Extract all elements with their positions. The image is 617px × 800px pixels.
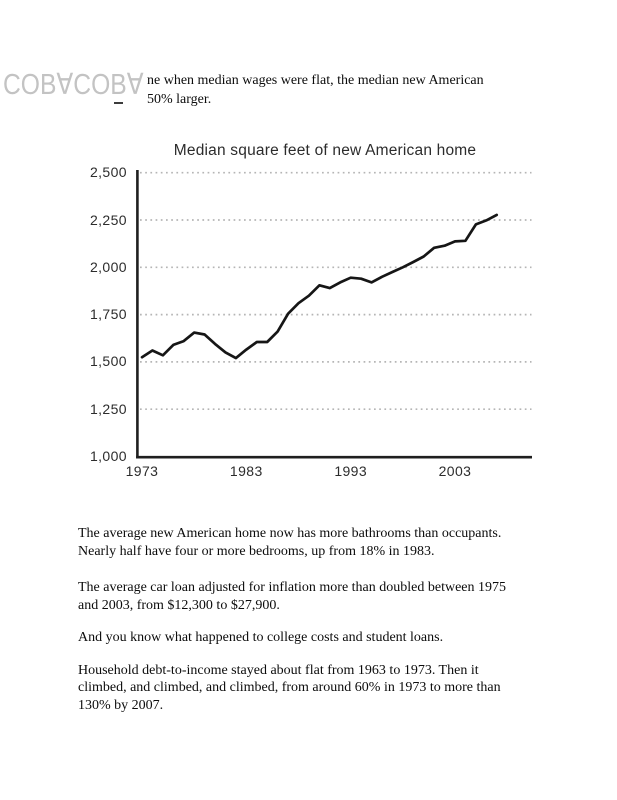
- watermark-dash: [114, 102, 123, 104]
- paragraph-line: 130% by 2007.: [78, 697, 164, 713]
- x-tick-label: 1983: [229, 463, 263, 479]
- y-tick-label: 1,500: [89, 353, 127, 370]
- paragraph-line: and 2003, from $12,300 to $27,900.: [78, 597, 280, 613]
- y-tick-label: 1,250: [89, 400, 127, 417]
- x-tick-label: 2003: [438, 463, 472, 479]
- paragraph-line: The average car loan adjusted for inflat…: [78, 580, 507, 595]
- watermark-text: COB∀COB∀: [3, 69, 144, 101]
- x-tick-label: 1993: [334, 463, 368, 479]
- median-sqft-trend-line: [140, 213, 499, 360]
- paragraph: The average new American home now has mo…: [78, 525, 556, 560]
- intro-line: ne when median wages were flat, the medi…: [147, 73, 484, 88]
- y-tick-label: 2,250: [89, 211, 127, 228]
- intro-paragraph: ne when median wages were flat, the medi…: [147, 72, 484, 109]
- chart-title: Median square feet of new American home: [173, 142, 477, 159]
- y-tick-label: 1,000: [89, 448, 127, 464]
- x-tick-label: 1973: [125, 463, 159, 479]
- paragraph: Household debt-to-income stayed about fl…: [78, 662, 556, 715]
- paragraph-line: Household debt-to-income stayed about fl…: [78, 662, 479, 678]
- body-text: The average new American home now has mo…: [78, 525, 556, 714]
- y-tick-label: 2,000: [89, 258, 127, 275]
- intro-line: 50% larger.: [147, 91, 212, 107]
- paragraph-line: The average new American home now has mo…: [78, 526, 502, 541]
- y-tick-label: 2,500: [89, 164, 127, 181]
- paragraph-line: Nearly half have four or more bedrooms, …: [78, 543, 435, 559]
- paragraph: The average car loan adjusted for inflat…: [78, 579, 556, 614]
- paragraph: And you know what happened to college co…: [78, 629, 556, 647]
- paragraph-line: And you know what happened to college co…: [78, 630, 444, 645]
- paragraph-line: climbed, and climbed, and climbed, from …: [78, 680, 501, 695]
- y-tick-label: 1,750: [89, 306, 127, 323]
